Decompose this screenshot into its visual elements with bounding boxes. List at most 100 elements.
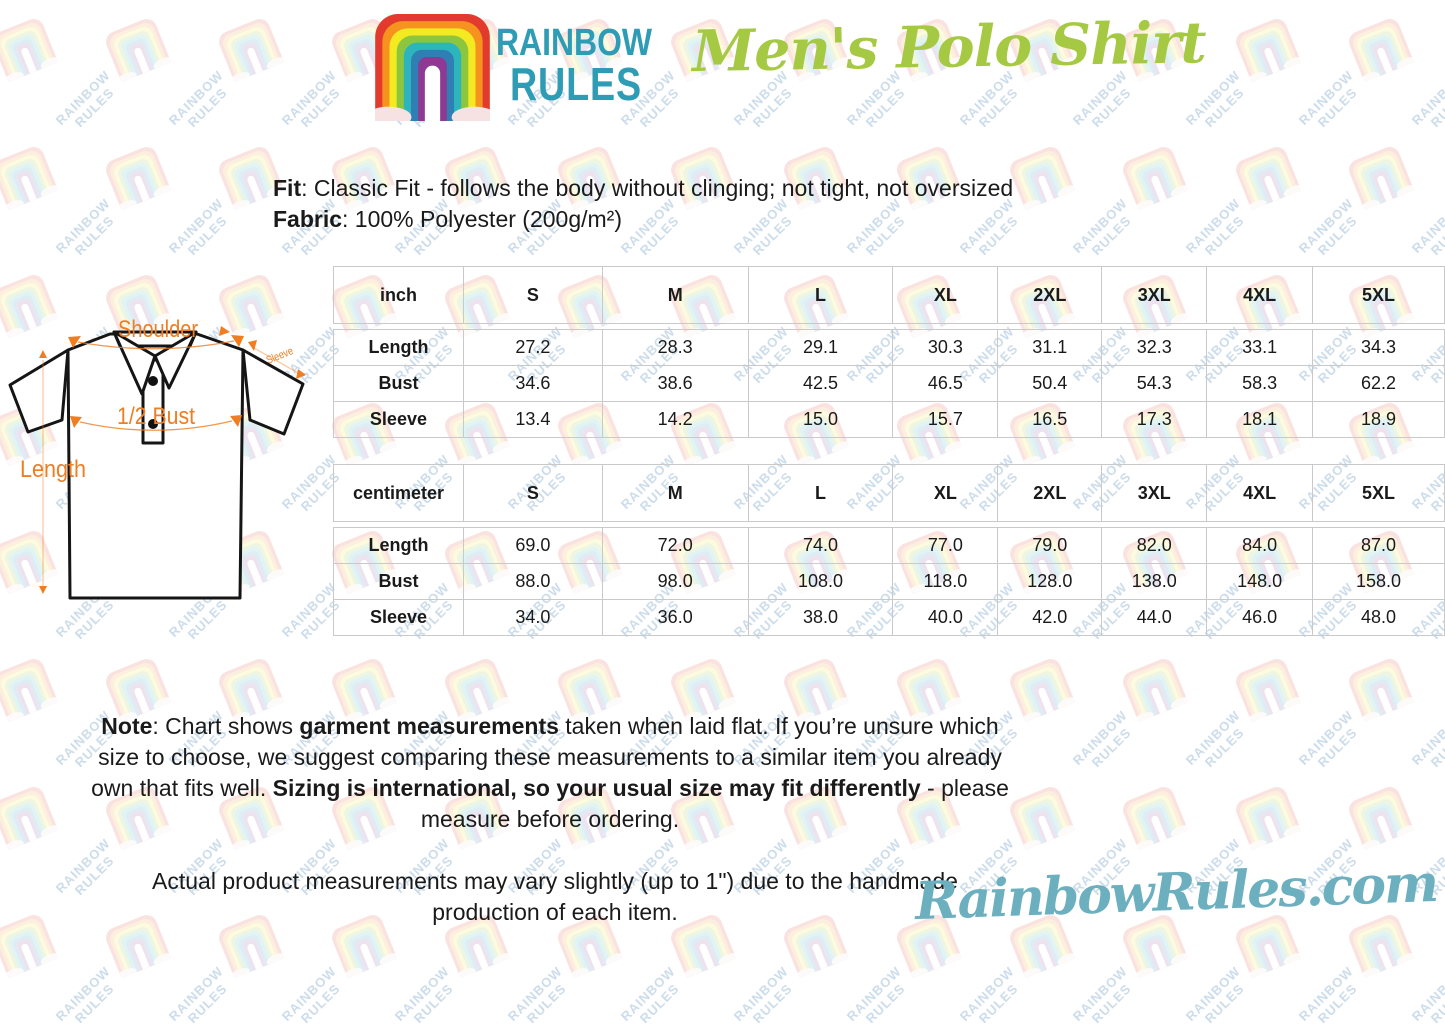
measurement-cell: 44.0 <box>1101 599 1208 636</box>
note-segment: - please measure before ordering. <box>420 775 1009 832</box>
shirt-left-sleeve <box>8 348 70 434</box>
measurement-cell: 46.0 <box>1206 599 1314 636</box>
measurement-cell: 62.2 <box>1312 365 1445 402</box>
watermark-logo-icon <box>1236 147 1302 211</box>
measurement-cell: 79.0 <box>997 527 1103 564</box>
measurement-cell: 34.0 <box>462 599 603 636</box>
watermark-logo-icon <box>1236 787 1302 851</box>
measurement-cell: 38.0 <box>747 599 894 636</box>
measurement-cell: 28.3 <box>601 329 749 366</box>
watermark-logo-icon <box>219 19 285 83</box>
measurement-cell: 33.1 <box>1206 329 1314 366</box>
measurement-cell: 74.0 <box>747 527 894 564</box>
size-header-cell: 2XL <box>997 464 1103 522</box>
shoulder-measure-line <box>77 340 235 350</box>
measurement-cell: 48.0 <box>1312 599 1445 636</box>
measurement-cell: 36.0 <box>601 599 749 636</box>
page-title: Men's Polo Shirt <box>691 9 1207 86</box>
measurement-cell: 98.0 <box>601 563 749 600</box>
watermark-logo-icon <box>1349 19 1415 83</box>
measurement-cell: 18.1 <box>1206 401 1314 438</box>
size-header-cell: XL <box>892 266 999 324</box>
watermark-logo-icon <box>0 787 59 851</box>
measurement-cell: 13.4 <box>462 401 603 438</box>
measurement-cell: 16.5 <box>997 401 1103 438</box>
measurement-cell: 34.3 <box>1312 329 1445 366</box>
row-label-cell: Sleeve <box>333 599 464 636</box>
watermark-logo-icon <box>0 659 59 723</box>
shirt-button <box>148 419 158 429</box>
brand-word-rainbow: RAINBOW <box>496 22 653 64</box>
size-header-row: inch S M L XL 2XL 3XL 4XL 5XL <box>333 266 1445 324</box>
product-description: Fit: Classic Fit - follows the body with… <box>273 173 1013 235</box>
size-header-cell: M <box>601 266 749 324</box>
measurement-cell: 15.0 <box>747 401 894 438</box>
size-table-centimeter: centimeter S M L XL 2XL 3XL 4XL 5XL Length 69.0 72.… <box>333 464 1445 636</box>
measure-arrowheads <box>39 326 306 594</box>
row-label-cell: Bust <box>333 365 464 402</box>
brand-word-rules: RULES <box>510 58 642 110</box>
watermark-logo-icon <box>1010 659 1076 723</box>
watermark-logo-icon <box>1010 787 1076 851</box>
measurement-row: Bust 34.6 38.6 42.5 46.5 50.4 54.3 58.3 62.2 <box>333 365 1445 402</box>
unit-header-cell: centimeter <box>333 464 464 522</box>
size-header-cell: S <box>462 464 603 522</box>
size-table-inch: inch S M L XL 2XL 3XL 4XL 5XL Length 27.2 28.3 29.1 3… <box>333 266 1445 438</box>
fabric-line: Fabric: 100% Polyester (200g/m²) <box>273 204 1013 235</box>
watermark-logo-icon <box>1123 787 1189 851</box>
size-header-cell: 2XL <box>997 266 1103 324</box>
measurement-cell: 14.2 <box>601 401 749 438</box>
measurement-row: Length 69.0 72.0 74.0 77.0 79.0 82.0 84.0 87.0 <box>333 527 1445 564</box>
measurement-cell: 72.0 <box>601 527 749 564</box>
rainbow-rules-logo-icon <box>375 14 490 121</box>
size-header-row: centimeter S M L XL 2XL 3XL 4XL 5XL <box>333 464 1445 522</box>
size-header-cell: L <box>747 266 894 324</box>
note-bold-segment: Note <box>101 713 153 739</box>
watermark-logo-icon <box>1123 659 1189 723</box>
measurement-cell: 27.2 <box>462 329 603 366</box>
watermark-logo-icon <box>1349 659 1415 723</box>
size-header-cell: 4XL <box>1206 266 1314 324</box>
measurement-cell: 32.3 <box>1101 329 1208 366</box>
fabric-text: : 100% Polyester (200g/m²) <box>342 206 622 232</box>
measurement-cell: 77.0 <box>892 527 999 564</box>
watermark-logo-icon <box>0 19 59 83</box>
measurement-cell: 42.5 <box>747 365 894 402</box>
note-segment: : Chart shows <box>152 713 300 739</box>
unit-header-cell: inch <box>333 266 464 324</box>
note-segment: taken when laid flat. If you’re unsure w… <box>91 713 1002 801</box>
measurement-cell: 138.0 <box>1101 563 1208 600</box>
measurement-row: Length 27.2 28.3 29.1 30.3 31.1 32.3 33.1 34.3 <box>333 329 1445 366</box>
measurement-cell: 84.0 <box>1206 527 1314 564</box>
shirt-button <box>148 376 158 386</box>
note-bold-segment: garment measurements <box>299 713 559 739</box>
size-header-cell: 4XL <box>1206 464 1314 522</box>
measurement-cell: 30.3 <box>892 329 999 366</box>
measurement-cell: 128.0 <box>997 563 1103 600</box>
